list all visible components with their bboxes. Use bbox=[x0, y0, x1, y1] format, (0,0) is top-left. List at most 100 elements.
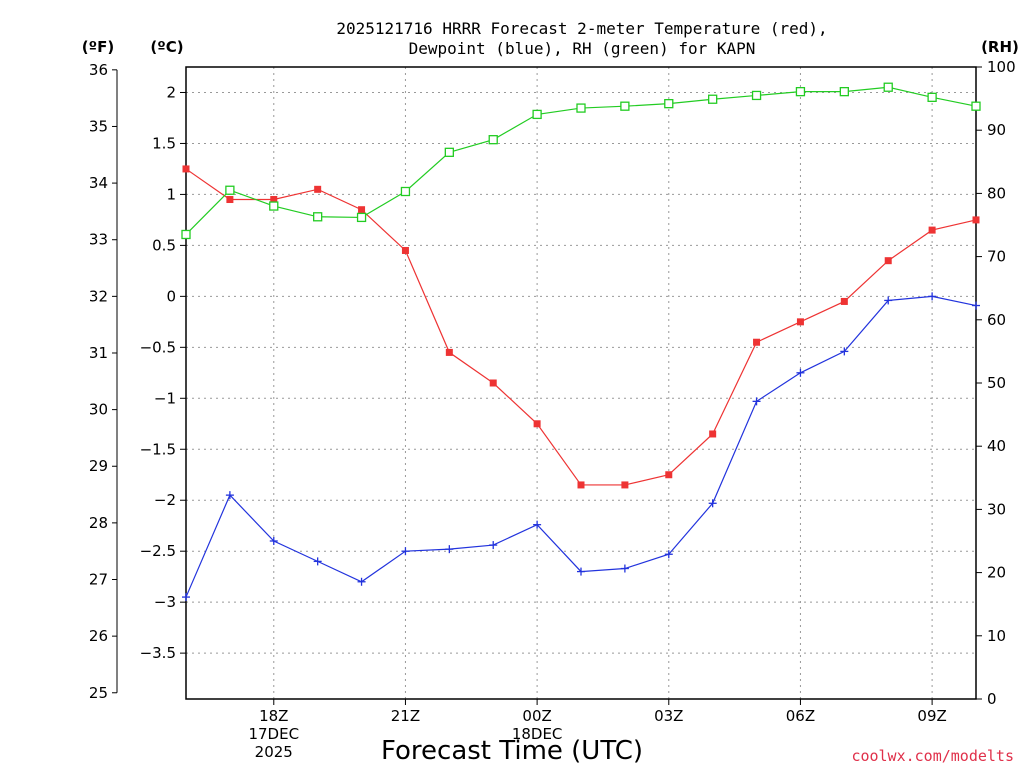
time-tick-label: 18Z bbox=[259, 707, 288, 725]
rh-tick-label: 40 bbox=[987, 437, 1006, 455]
rh-tick-label: 0 bbox=[987, 690, 997, 708]
rh-point bbox=[839, 86, 849, 97]
rh-tick-label: 60 bbox=[987, 311, 1006, 329]
rh-tick-label: 50 bbox=[987, 374, 1006, 392]
plot-frame bbox=[185, 66, 977, 700]
dewpoint-point bbox=[752, 397, 761, 406]
fahrenheit-tick-label: 32 bbox=[89, 287, 108, 305]
time-tick-label: 00Z bbox=[522, 707, 551, 725]
rh-tick-label: 100 bbox=[987, 58, 1016, 76]
celsius-tick-label: −3 bbox=[154, 593, 176, 611]
temperature-point bbox=[226, 196, 234, 204]
celsius-tick-label: −0.5 bbox=[140, 338, 176, 356]
rh-point bbox=[927, 92, 937, 102]
temperature-point bbox=[709, 430, 717, 438]
rh-point bbox=[664, 99, 674, 109]
fahrenheit-tick-label: 34 bbox=[89, 174, 108, 192]
chart-title-line2: Dewpoint (blue), RH (green) for KAPN bbox=[409, 39, 756, 58]
dewpoint-point bbox=[269, 537, 278, 545]
temperature-point bbox=[445, 348, 453, 356]
x-axis-title: Forecast Time (UTC) bbox=[381, 736, 643, 766]
rh-point bbox=[225, 185, 235, 195]
dewpoint-point bbox=[708, 499, 717, 508]
time-tick-label: 06Z bbox=[786, 707, 815, 725]
fahrenheit-tick-label: 36 bbox=[89, 61, 108, 79]
rh-tick-label: 90 bbox=[987, 121, 1006, 139]
celsius-tick-label: 1.5 bbox=[152, 134, 176, 152]
temperature-point bbox=[577, 481, 585, 489]
rh-point bbox=[313, 212, 323, 222]
dewpoint-point bbox=[796, 368, 805, 377]
celsius-tick-label: −1 bbox=[154, 389, 176, 407]
temperature-point bbox=[665, 471, 673, 479]
temperature-point bbox=[972, 216, 980, 224]
fahrenheit-unit-label: (ºF) bbox=[82, 38, 114, 56]
temperature-point bbox=[358, 206, 366, 214]
celsius-tick-label: −3.5 bbox=[140, 644, 176, 662]
rh-point bbox=[356, 212, 367, 223]
temperature-point bbox=[533, 420, 541, 428]
chart-title-line1: 2025121716 HRRR Forecast 2-meter Tempera… bbox=[336, 19, 827, 38]
series-layer bbox=[181, 82, 981, 602]
rh-point bbox=[488, 135, 498, 145]
dewpoint-point bbox=[972, 301, 980, 310]
temperature-point bbox=[314, 185, 322, 193]
rh-tick-label: 80 bbox=[987, 184, 1006, 202]
time-tick-label: 03Z bbox=[654, 707, 683, 725]
temperature-point bbox=[621, 481, 629, 489]
temperature-point bbox=[182, 165, 190, 173]
fahrenheit-tick-label: 35 bbox=[89, 117, 108, 135]
fahrenheit-tick-label: 25 bbox=[89, 684, 108, 702]
rh-tick-label: 30 bbox=[987, 500, 1006, 518]
dewpoint-point bbox=[620, 564, 629, 573]
fahrenheit-tick-label: 33 bbox=[89, 231, 108, 249]
rh-unit-label: (RH) bbox=[981, 38, 1019, 56]
dewpoint-point bbox=[533, 520, 542, 529]
fahrenheit-axis: 25 26 27 28 29 30 31 32 33 34 35 36 bbox=[89, 61, 118, 702]
dewpoint-point bbox=[401, 547, 410, 556]
rh-point bbox=[795, 86, 806, 97]
time-tick-label: 21Z bbox=[391, 707, 420, 725]
temperature-point bbox=[796, 318, 804, 326]
fahrenheit-tick-label: 26 bbox=[89, 627, 108, 645]
dewpoint-point bbox=[182, 593, 190, 602]
temperature-point bbox=[753, 338, 761, 346]
fahrenheit-tick-label: 30 bbox=[89, 401, 108, 419]
celsius-tick-label: −2 bbox=[154, 491, 176, 509]
celsius-axis: −3.5 −3 −2.5 −2 −1.5 −1 −0.5 0 0.5 1 1.5 2 bbox=[140, 83, 186, 662]
dewpoint-point bbox=[313, 557, 322, 566]
dewpoint-point bbox=[445, 545, 454, 554]
temperature-point bbox=[840, 297, 848, 305]
credit-text: coolwx.com/modelts bbox=[851, 747, 1014, 765]
temperature-point bbox=[270, 196, 278, 204]
celsius-unit-label: (ºC) bbox=[150, 38, 183, 56]
dewpoint-line bbox=[185, 295, 977, 598]
grid-lines bbox=[186, 67, 976, 699]
dewpoint-point bbox=[928, 292, 937, 301]
dewpoint-point bbox=[489, 541, 498, 550]
rh-point bbox=[971, 101, 981, 111]
rh-point bbox=[269, 201, 279, 211]
temperature-line bbox=[185, 168, 977, 486]
celsius-tick-label: −2.5 bbox=[140, 542, 176, 560]
dewpoint-point bbox=[357, 577, 366, 586]
time-tick-label: 09Z bbox=[917, 707, 946, 725]
dewpoint-point bbox=[840, 347, 849, 356]
temperature-point bbox=[401, 246, 409, 254]
rh-point bbox=[181, 229, 191, 240]
celsius-tick-label: 1 bbox=[166, 185, 176, 203]
rh-point bbox=[532, 109, 542, 120]
fahrenheit-tick-label: 27 bbox=[89, 571, 108, 589]
rh-point bbox=[620, 101, 630, 111]
rh-point bbox=[444, 147, 454, 157]
celsius-tick-label: 0.5 bbox=[152, 236, 176, 254]
rh-point bbox=[708, 94, 718, 104]
rh-tick-label: 10 bbox=[987, 627, 1006, 645]
rh-axis: 0 10 20 30 40 50 60 70 80 90 100 bbox=[976, 58, 1016, 708]
fahrenheit-tick-label: 31 bbox=[89, 344, 108, 362]
dewpoint-point bbox=[884, 296, 893, 305]
fahrenheit-tick-label: 29 bbox=[89, 457, 108, 475]
fahrenheit-tick-label: 28 bbox=[89, 514, 108, 532]
